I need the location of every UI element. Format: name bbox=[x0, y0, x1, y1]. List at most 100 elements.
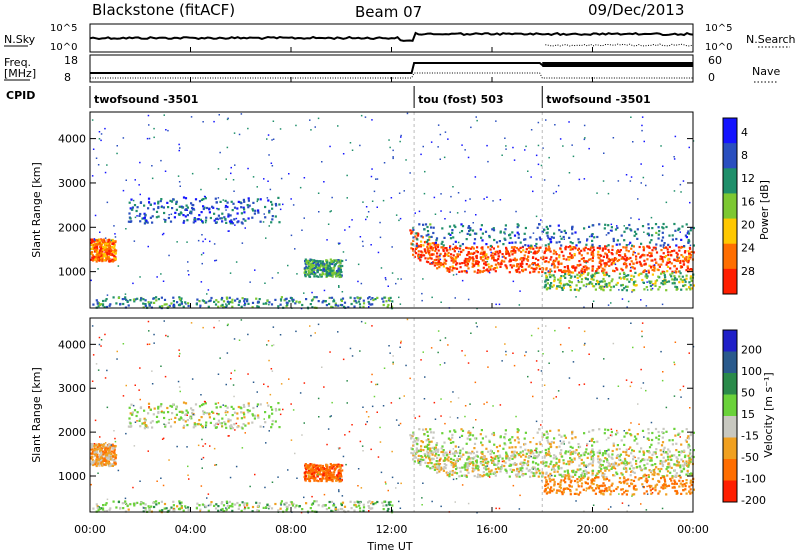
data-cell bbox=[337, 265, 340, 268]
data-cell bbox=[502, 255, 506, 258]
data-cell bbox=[581, 272, 583, 274]
data-cell bbox=[514, 454, 517, 457]
data-cell bbox=[335, 275, 338, 278]
data-cell bbox=[530, 129, 533, 131]
data-cell bbox=[484, 465, 487, 468]
data-cell bbox=[682, 260, 685, 263]
data-cell bbox=[270, 200, 273, 204]
data-cell bbox=[470, 126, 472, 129]
data-cell bbox=[326, 472, 329, 475]
data-cell bbox=[285, 501, 288, 504]
data-cell bbox=[630, 247, 633, 250]
data-cell bbox=[519, 467, 522, 470]
data-cell bbox=[553, 469, 556, 472]
data-cell bbox=[329, 473, 332, 476]
data-cell bbox=[627, 257, 630, 260]
data-cell bbox=[564, 273, 567, 276]
data-cell bbox=[223, 421, 226, 424]
data-cell bbox=[687, 257, 690, 260]
data-cell bbox=[175, 208, 178, 211]
data-cell bbox=[642, 474, 646, 477]
data-cell bbox=[142, 298, 145, 301]
data-cell bbox=[625, 467, 628, 470]
data-cell bbox=[98, 138, 101, 140]
data-cell bbox=[570, 246, 573, 249]
data-cell bbox=[473, 270, 476, 273]
data-cell bbox=[512, 258, 515, 261]
data-cell bbox=[638, 272, 641, 276]
data-cell bbox=[232, 179, 235, 181]
data-cell bbox=[532, 252, 535, 255]
data-cell bbox=[311, 260, 314, 263]
data-cell bbox=[464, 462, 467, 465]
data-cell bbox=[667, 243, 670, 246]
data-cell bbox=[163, 114, 165, 116]
data-cell bbox=[457, 192, 460, 194]
data-cell bbox=[667, 466, 670, 469]
data-cell bbox=[495, 120, 497, 122]
data-cell bbox=[623, 466, 626, 469]
data-cell bbox=[329, 210, 331, 213]
data-cell bbox=[100, 133, 103, 135]
data-cell bbox=[368, 506, 371, 509]
data-cell bbox=[247, 402, 250, 405]
data-cell bbox=[377, 251, 380, 254]
data-cell bbox=[308, 261, 311, 264]
data-cell bbox=[547, 243, 550, 246]
data-cell bbox=[109, 507, 112, 510]
data-cell bbox=[657, 288, 660, 291]
data-cell bbox=[454, 257, 457, 260]
data-cell bbox=[160, 198, 163, 201]
data-cell bbox=[113, 259, 116, 262]
data-cell bbox=[376, 178, 379, 180]
data-cell bbox=[460, 474, 463, 477]
data-cell bbox=[568, 172, 571, 174]
data-cell bbox=[617, 180, 620, 182]
data-cell bbox=[649, 284, 652, 288]
data-cell bbox=[608, 455, 611, 458]
data-cell bbox=[429, 247, 432, 250]
data-cell bbox=[144, 304, 147, 307]
data-cell bbox=[611, 453, 614, 456]
data-cell bbox=[319, 464, 322, 467]
data-cell bbox=[570, 271, 573, 274]
data-cell bbox=[466, 253, 469, 257]
data-cell bbox=[198, 419, 201, 422]
data-cell bbox=[224, 410, 228, 413]
data-cell bbox=[272, 120, 275, 122]
data-cell bbox=[217, 218, 219, 221]
data-cell bbox=[191, 172, 194, 175]
data-cell bbox=[367, 300, 370, 304]
data-cell bbox=[431, 466, 434, 470]
data-cell bbox=[523, 238, 526, 241]
data-cell bbox=[562, 474, 565, 477]
data-cell bbox=[180, 501, 183, 504]
data-cell bbox=[471, 265, 474, 268]
data-cell bbox=[303, 271, 306, 274]
data-cell bbox=[429, 242, 432, 245]
data-cell bbox=[107, 240, 110, 243]
data-cell bbox=[358, 507, 362, 510]
data-cell bbox=[240, 202, 243, 205]
data-cell bbox=[304, 479, 307, 482]
data-cell bbox=[648, 241, 652, 244]
data-cell bbox=[321, 265, 324, 268]
data-cell bbox=[93, 452, 96, 456]
data-cell bbox=[400, 136, 402, 138]
data-cell bbox=[423, 228, 426, 231]
data-cell bbox=[351, 149, 354, 151]
data-cell bbox=[664, 255, 668, 258]
data-cell bbox=[258, 502, 261, 505]
data-cell bbox=[204, 424, 208, 427]
data-cell bbox=[278, 408, 281, 411]
data-cell bbox=[482, 259, 485, 262]
data-cell bbox=[357, 263, 360, 266]
data-cell bbox=[648, 456, 651, 459]
data-cell bbox=[292, 502, 295, 506]
data-cell bbox=[136, 215, 138, 217]
data-cell bbox=[168, 304, 171, 307]
data-cell bbox=[256, 186, 258, 188]
data-cell bbox=[674, 475, 678, 478]
data-cell bbox=[449, 438, 452, 441]
data-cell bbox=[257, 414, 260, 417]
